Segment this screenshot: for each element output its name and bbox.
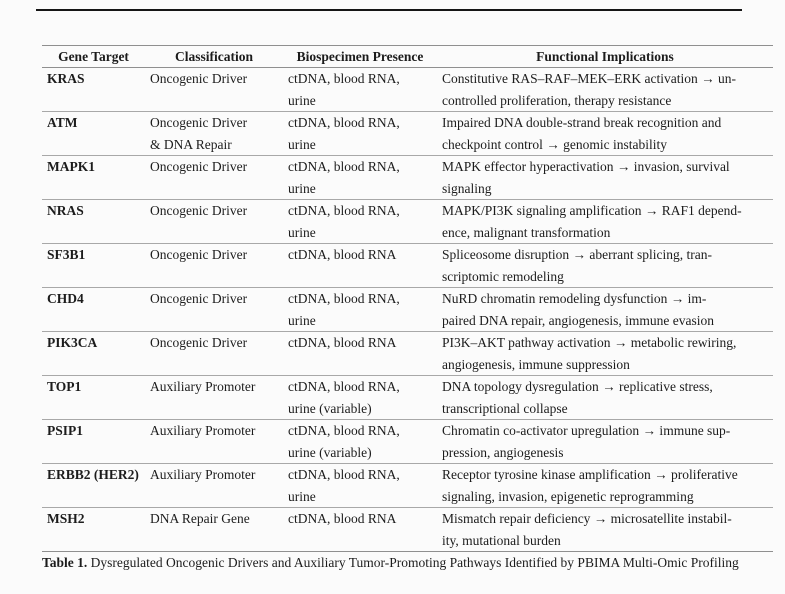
table-caption: Table 1. Dysregulated Oncogenic Drivers … [42, 554, 773, 572]
page-top-rule [36, 9, 742, 11]
gene-cell: NRAS [42, 199, 145, 244]
classification-cell: Oncogenic Driver [145, 287, 283, 332]
implications-cell: NuRD chromatin remodeling dysfunction → … [437, 287, 773, 332]
biospecimen-cell: ctDNA, blood RNA, urine [283, 287, 437, 332]
table-header-row: Gene Target Classification Biospecimen P… [42, 45, 773, 68]
col-header-classification: Classification [145, 45, 283, 68]
implications-cell: Chromatin co-activator upregulation → im… [437, 419, 773, 464]
table-row: CHD4 Oncogenic Driver ctDNA, blood RNA, u… [42, 287, 773, 332]
table-row: TOP1 Auxiliary Promoter ctDNA, blood RNA… [42, 375, 773, 420]
implications-cell: DNA topology dysregulation → replicative… [437, 375, 773, 420]
classification-cell: Auxiliary Promoter [145, 375, 283, 420]
biospecimen-cell: ctDNA, blood RNA [283, 331, 437, 376]
gene-cell: PIK3CA [42, 331, 145, 376]
implications-cell: PI3K–AKT pathway activation → metabolic … [437, 331, 773, 376]
classification-cell: DNA Repair Gene [145, 507, 283, 552]
table-row: NRAS Oncogenic Driver ctDNA, blood RNA, u… [42, 199, 773, 244]
biospecimen-cell: ctDNA, blood RNA, urine [283, 155, 437, 200]
biospecimen-cell: ctDNA, blood RNA, urine [283, 67, 437, 112]
table-row: PSIP1 Auxiliary Promoter ctDNA, blood RN… [42, 419, 773, 464]
classification-cell: Oncogenic Driver [145, 155, 283, 200]
biospecimen-cell: ctDNA, blood RNA [283, 243, 437, 288]
biospecimen-cell: ctDNA, blood RNA [283, 507, 437, 552]
gene-cell: ATM [42, 111, 145, 156]
classification-cell: Oncogenic Driver & DNA Repair [145, 111, 283, 156]
classification-cell: Oncogenic Driver [145, 331, 283, 376]
gene-cell: CHD4 [42, 287, 145, 332]
implications-cell: MAPK/PI3K signaling amplification → RAF1… [437, 199, 773, 244]
biospecimen-cell: ctDNA, blood RNA, urine [283, 199, 437, 244]
table-row: MAPK1 Oncogenic Driver ctDNA, blood RNA,… [42, 155, 773, 200]
table-row: MSH2 DNA Repair Gene ctDNA, blood RNA Mi… [42, 507, 773, 552]
biospecimen-cell: ctDNA, blood RNA, urine (variable) [283, 419, 437, 464]
table-row: ERBB2 (HER2) Auxiliary Promoter ctDNA, b… [42, 463, 773, 508]
implications-cell: MAPK effector hyperactivation → invasion… [437, 155, 773, 200]
col-header-functional-implications: Functional Implications [437, 45, 773, 68]
gene-cell: KRAS [42, 67, 145, 112]
gene-cell: PSIP1 [42, 419, 145, 464]
implications-cell: Receptor tyrosine kinase amplification →… [437, 463, 773, 508]
table-row: PIK3CA Oncogenic Driver ctDNA, blood RNA… [42, 331, 773, 376]
classification-cell: Oncogenic Driver [145, 67, 283, 112]
gene-cell: TOP1 [42, 375, 145, 420]
implications-cell: Impaired DNA double-strand break recogni… [437, 111, 773, 156]
gene-cell: MSH2 [42, 507, 145, 552]
gene-table: Gene Target Classification Biospecimen P… [42, 45, 773, 552]
table-row: KRAS Oncogenic Driver ctDNA, blood RNA, u… [42, 67, 773, 112]
classification-cell: Oncogenic Driver [145, 199, 283, 244]
gene-cell: MAPK1 [42, 155, 145, 200]
biospecimen-cell: ctDNA, blood RNA, urine [283, 463, 437, 508]
gene-cell: ERBB2 (HER2) [42, 463, 145, 508]
caption-text: Dysregulated Oncogenic Drivers and Auxil… [90, 555, 739, 570]
implications-cell: Spliceosome disruption → aberrant splici… [437, 243, 773, 288]
gene-cell: SF3B1 [42, 243, 145, 288]
classification-cell: Auxiliary Promoter [145, 463, 283, 508]
col-header-biospecimen-presence: Biospecimen Presence [283, 45, 437, 68]
col-header-gene-target: Gene Target [42, 45, 145, 68]
implications-cell: Constitutive RAS–RAF–MEK–ERK activation … [437, 67, 773, 112]
table-row: SF3B1 Oncogenic Driver ctDNA, blood RNA … [42, 243, 773, 288]
implications-cell: Mismatch repair deficiency → microsatell… [437, 507, 773, 552]
classification-cell: Oncogenic Driver [145, 243, 283, 288]
biospecimen-cell: ctDNA, blood RNA, urine (variable) [283, 375, 437, 420]
caption-label: Table 1. [42, 555, 88, 570]
biospecimen-cell: ctDNA, blood RNA, urine [283, 111, 437, 156]
classification-cell: Auxiliary Promoter [145, 419, 283, 464]
table-row: ATM Oncogenic Driver & DNA Repair ctDNA, … [42, 111, 773, 156]
